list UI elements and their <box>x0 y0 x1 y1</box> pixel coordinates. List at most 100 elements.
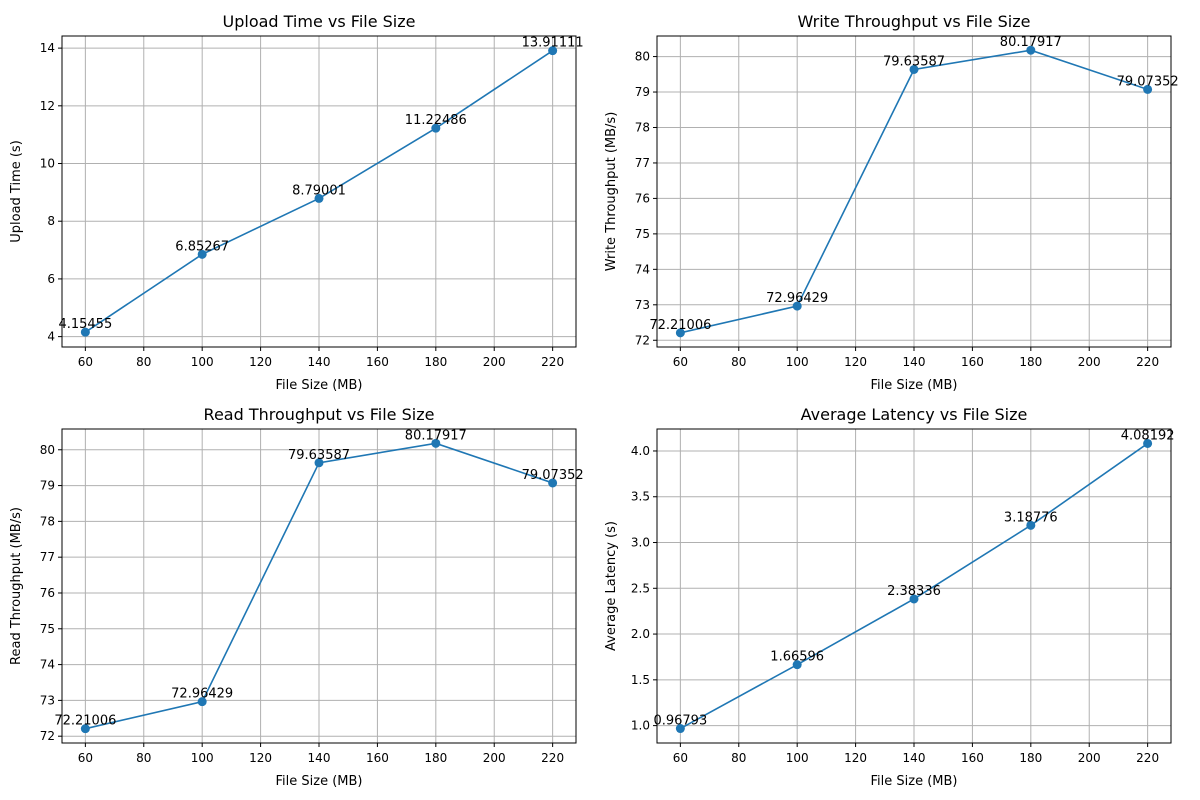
data-point <box>197 249 207 259</box>
grid <box>657 429 1171 743</box>
x-axis-label: File Size (MB) <box>276 774 363 789</box>
data-label: 80.17917 <box>405 428 467 443</box>
chart-panel-average-latency: Average Latency vs File Size File Size (… <box>604 405 1175 789</box>
y-tick-label: 79 <box>40 479 55 493</box>
y-tick-label: 76 <box>635 191 650 205</box>
x-tick-label: 200 <box>483 751 506 765</box>
y-tick-label: 1.5 <box>631 673 650 687</box>
x-axis-label: File Size (MB) <box>871 774 958 789</box>
plot-frame <box>61 35 577 348</box>
plot-frame <box>656 428 1172 744</box>
x-tick-label: 80 <box>136 751 151 765</box>
x-tick-label: 200 <box>1078 751 1101 765</box>
y-tick-label: 74 <box>40 658 55 672</box>
y-tick-label: 80 <box>635 50 650 64</box>
x-tick-label: 220 <box>1136 355 1159 369</box>
data-point <box>80 327 90 337</box>
x-tick-label: 80 <box>136 355 151 369</box>
data-point <box>792 301 802 311</box>
plot-frame <box>656 35 1172 348</box>
y-tick-label: 75 <box>40 622 55 636</box>
x-tick-label: 60 <box>673 355 688 369</box>
data-point <box>548 46 558 56</box>
axes: 60 80 100 120 140 160 180 200 220 72 73 74 75 76 77 78 7… <box>635 50 1159 369</box>
data-point <box>431 438 441 448</box>
x-tick-label: 120 <box>249 751 272 765</box>
chart-panel-read-throughput: Read Throughput vs File Size File Size (… <box>9 405 584 789</box>
y-tick-label: 3.0 <box>631 536 650 550</box>
x-tick-label: 120 <box>844 355 867 369</box>
y-axis-label: Average Latency (s) <box>604 521 619 651</box>
y-tick-label: 14 <box>40 41 55 55</box>
y-tick-label: 72 <box>635 333 650 347</box>
data-label: 79.63587 <box>288 448 350 463</box>
y-tick-label: 4.0 <box>631 444 650 458</box>
data-point <box>909 594 919 604</box>
grid <box>657 36 1171 347</box>
chart-panel-write-throughput: Write Throughput vs File Size File Size … <box>604 12 1179 393</box>
y-tick-label: 73 <box>635 298 650 312</box>
x-tick-label: 80 <box>731 751 746 765</box>
x-tick-label: 140 <box>903 751 926 765</box>
x-axis-label: File Size (MB) <box>276 378 363 393</box>
y-tick-label: 2.0 <box>631 627 650 641</box>
data-point <box>675 724 685 734</box>
y-tick-label: 77 <box>40 550 55 564</box>
data-label: 79.07352 <box>1117 74 1179 89</box>
x-tick-label: 100 <box>191 355 214 369</box>
y-tick-label: 73 <box>40 693 55 707</box>
data-label: 1.66596 <box>770 650 824 665</box>
axes: 60 80 100 120 140 160 180 200 220 1.0 1.5 2.0 2.5 3.0… <box>631 444 1159 765</box>
x-tick-label: 60 <box>673 751 688 765</box>
data-point <box>80 724 90 734</box>
x-tick-label: 200 <box>1078 355 1101 369</box>
data-point <box>197 697 207 707</box>
data-label: 2.38336 <box>887 584 941 599</box>
x-tick-label: 180 <box>1019 751 1042 765</box>
data-label: 0.96793 <box>653 714 707 729</box>
data-point <box>548 478 558 488</box>
x-tick-label: 220 <box>541 355 564 369</box>
chart-panel-upload-time: Upload Time vs File Size File Size (MB) … <box>9 12 584 393</box>
x-tick-label: 140 <box>308 355 331 369</box>
x-tick-label: 140 <box>308 751 331 765</box>
data-point <box>909 64 919 74</box>
y-tick-label: 4 <box>47 330 55 344</box>
data-label: 80.17917 <box>1000 35 1062 50</box>
data-point <box>1026 45 1036 55</box>
x-tick-label: 140 <box>903 355 926 369</box>
y-tick-label: 77 <box>635 156 650 170</box>
x-tick-label: 80 <box>731 355 746 369</box>
data-label: 79.07352 <box>522 468 584 483</box>
axes: 60 80 100 120 140 160 180 200 220 4 6 8 10 12 14 <box>40 41 564 369</box>
data-point <box>314 458 324 468</box>
data-label: 79.63587 <box>883 54 945 69</box>
x-tick-label: 100 <box>786 355 809 369</box>
y-tick-label: 3.5 <box>631 490 650 504</box>
data-point <box>1143 84 1153 94</box>
x-tick-label: 160 <box>366 355 389 369</box>
plot-frame <box>61 428 577 744</box>
x-tick-label: 120 <box>844 751 867 765</box>
data-label: 4.15455 <box>58 317 112 332</box>
x-tick-label: 180 <box>1019 355 1042 369</box>
x-tick-label: 200 <box>483 355 506 369</box>
axes: 60 80 100 120 140 160 180 200 220 72 73 74 75 76 77 78 7… <box>40 443 564 765</box>
grid <box>62 429 576 743</box>
y-tick-label: 79 <box>635 85 650 99</box>
data-label: 3.18776 <box>1004 510 1058 525</box>
data-label: 8.79001 <box>292 183 346 198</box>
y-axis-label: Read Throughput (MB/s) <box>9 507 24 665</box>
data-point <box>792 660 802 670</box>
x-tick-label: 120 <box>249 355 272 369</box>
y-tick-label: 75 <box>635 227 650 241</box>
y-tick-label: 80 <box>40 443 55 457</box>
panel-title: Upload Time vs File Size <box>223 12 416 31</box>
panel-title: Write Throughput vs File Size <box>798 12 1031 31</box>
y-tick-label: 6 <box>47 272 55 286</box>
data-label: 72.21006 <box>649 318 711 333</box>
x-tick-label: 160 <box>961 751 984 765</box>
data-label: 72.21006 <box>54 714 116 729</box>
